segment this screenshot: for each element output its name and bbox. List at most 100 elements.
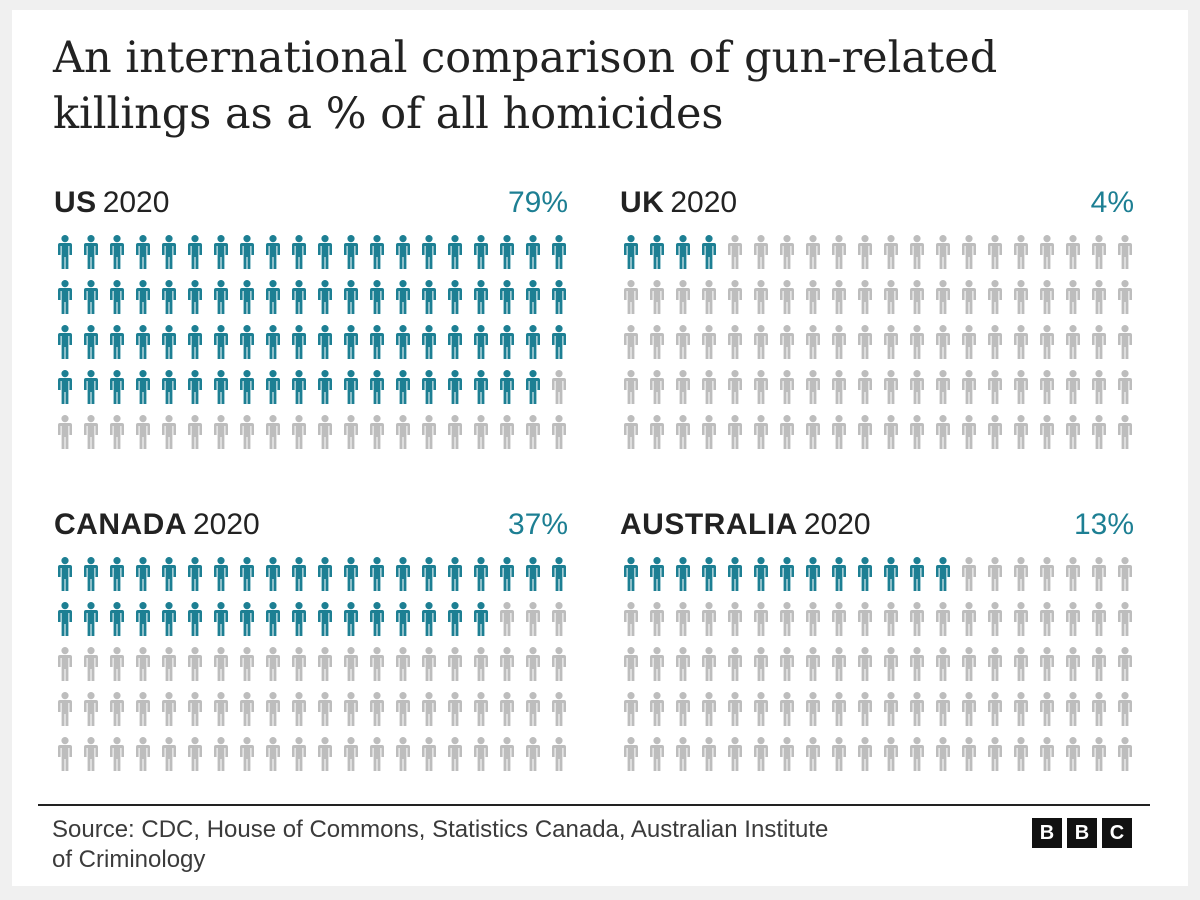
person-icon <box>828 602 850 636</box>
person-icon-highlighted <box>548 325 570 359</box>
percentage-label: 37% <box>507 508 568 541</box>
person-icon-highlighted <box>236 325 258 359</box>
person-icon <box>1010 415 1032 449</box>
person-icon-highlighted <box>418 557 440 591</box>
person-icon-highlighted <box>698 235 720 269</box>
person-icon <box>314 737 336 771</box>
person-icon <box>646 737 668 771</box>
person-icon <box>444 692 466 726</box>
person-icon-highlighted <box>106 325 128 359</box>
percentage-label: 13% <box>1073 508 1134 541</box>
person-icon-highlighted <box>366 602 388 636</box>
person-icon-highlighted <box>210 370 232 404</box>
person-icon <box>828 692 850 726</box>
person-icon <box>1010 280 1032 314</box>
person-icon <box>1062 737 1084 771</box>
person-icon <box>620 325 642 359</box>
person-icon <box>984 692 1006 726</box>
person-icon <box>698 737 720 771</box>
person-icon <box>776 370 798 404</box>
person-icon-highlighted <box>184 557 206 591</box>
person-icon-highlighted <box>620 235 642 269</box>
person-icon <box>958 737 980 771</box>
person-icon-highlighted <box>418 602 440 636</box>
person-icon-highlighted <box>210 235 232 269</box>
person-icon <box>106 737 128 771</box>
person-icon-highlighted <box>906 557 928 591</box>
person-icon <box>750 235 772 269</box>
person-icon <box>288 692 310 726</box>
person-icon-highlighted <box>340 235 362 269</box>
chart-title-line-1: An international comparison of gun-relat… <box>53 33 998 83</box>
person-icon <box>984 647 1006 681</box>
person-icon-highlighted <box>366 235 388 269</box>
person-icon <box>1010 602 1032 636</box>
person-icon <box>80 647 102 681</box>
panel-canada: CANADA 2020 37% <box>54 505 568 775</box>
person-icon <box>444 737 466 771</box>
person-icon <box>620 602 642 636</box>
person-icon-highlighted <box>210 280 232 314</box>
person-icon <box>1114 602 1136 636</box>
person-icon <box>620 415 642 449</box>
person-icon-highlighted <box>262 280 284 314</box>
person-icon <box>880 692 902 726</box>
person-icon-highlighted <box>548 557 570 591</box>
person-icon <box>1114 647 1136 681</box>
person-icon-highlighted <box>54 280 76 314</box>
person-icon <box>1062 602 1084 636</box>
person-icon <box>1114 280 1136 314</box>
person-icon <box>958 647 980 681</box>
person-icon-highlighted <box>496 280 518 314</box>
person-icon <box>132 692 154 726</box>
person-icon <box>106 692 128 726</box>
person-icon-highlighted <box>158 280 180 314</box>
person-icon <box>158 647 180 681</box>
person-icon-highlighted <box>236 280 258 314</box>
person-icon <box>620 280 642 314</box>
person-icon-highlighted <box>288 602 310 636</box>
year-label: 2020 <box>193 508 260 541</box>
percentage-label: 79% <box>507 186 568 219</box>
person-icon <box>984 280 1006 314</box>
person-icon <box>984 325 1006 359</box>
person-icon <box>620 370 642 404</box>
logo-letter: B <box>1067 818 1097 848</box>
person-icon-highlighted <box>54 325 76 359</box>
person-icon <box>1036 325 1058 359</box>
person-icon <box>1062 235 1084 269</box>
person-icon <box>262 692 284 726</box>
person-icon-highlighted <box>444 235 466 269</box>
person-icon <box>854 737 876 771</box>
person-icon <box>906 325 928 359</box>
panel-uk: UK 2020 4% <box>620 183 1134 453</box>
person-icon <box>672 415 694 449</box>
person-icon <box>984 602 1006 636</box>
person-icon-highlighted <box>392 235 414 269</box>
person-icon <box>724 692 746 726</box>
person-icon <box>54 692 76 726</box>
person-icon-highlighted <box>314 602 336 636</box>
person-icon-highlighted <box>548 280 570 314</box>
person-icon-highlighted <box>132 235 154 269</box>
person-icon <box>1088 235 1110 269</box>
person-icon <box>906 235 928 269</box>
person-icon <box>880 647 902 681</box>
person-icon <box>340 647 362 681</box>
person-icon <box>906 647 928 681</box>
person-icon-highlighted <box>470 602 492 636</box>
person-icon <box>1062 280 1084 314</box>
person-icon-highlighted <box>496 557 518 591</box>
person-icon <box>1010 737 1032 771</box>
person-icon-highlighted <box>132 557 154 591</box>
person-icon <box>906 280 928 314</box>
person-icon <box>1088 557 1110 591</box>
person-icon <box>1010 235 1032 269</box>
person-icon-highlighted <box>496 370 518 404</box>
person-icon <box>366 415 388 449</box>
person-icon <box>522 692 544 726</box>
person-icon <box>802 415 824 449</box>
person-icon-highlighted <box>340 370 362 404</box>
person-icon <box>984 235 1006 269</box>
person-icon-highlighted <box>288 557 310 591</box>
